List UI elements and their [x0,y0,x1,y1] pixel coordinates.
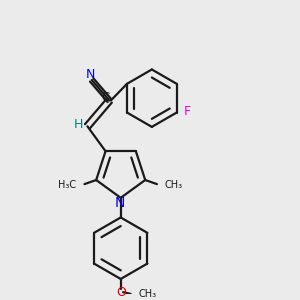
Text: N: N [115,196,125,210]
Text: C: C [102,91,110,103]
Text: F: F [184,105,191,119]
Text: H₃C: H₃C [58,180,76,190]
Text: N: N [85,68,95,81]
Text: CH₃: CH₃ [165,180,183,190]
Text: H: H [74,118,83,131]
Text: CH₃: CH₃ [138,290,156,299]
Text: O: O [116,286,126,298]
